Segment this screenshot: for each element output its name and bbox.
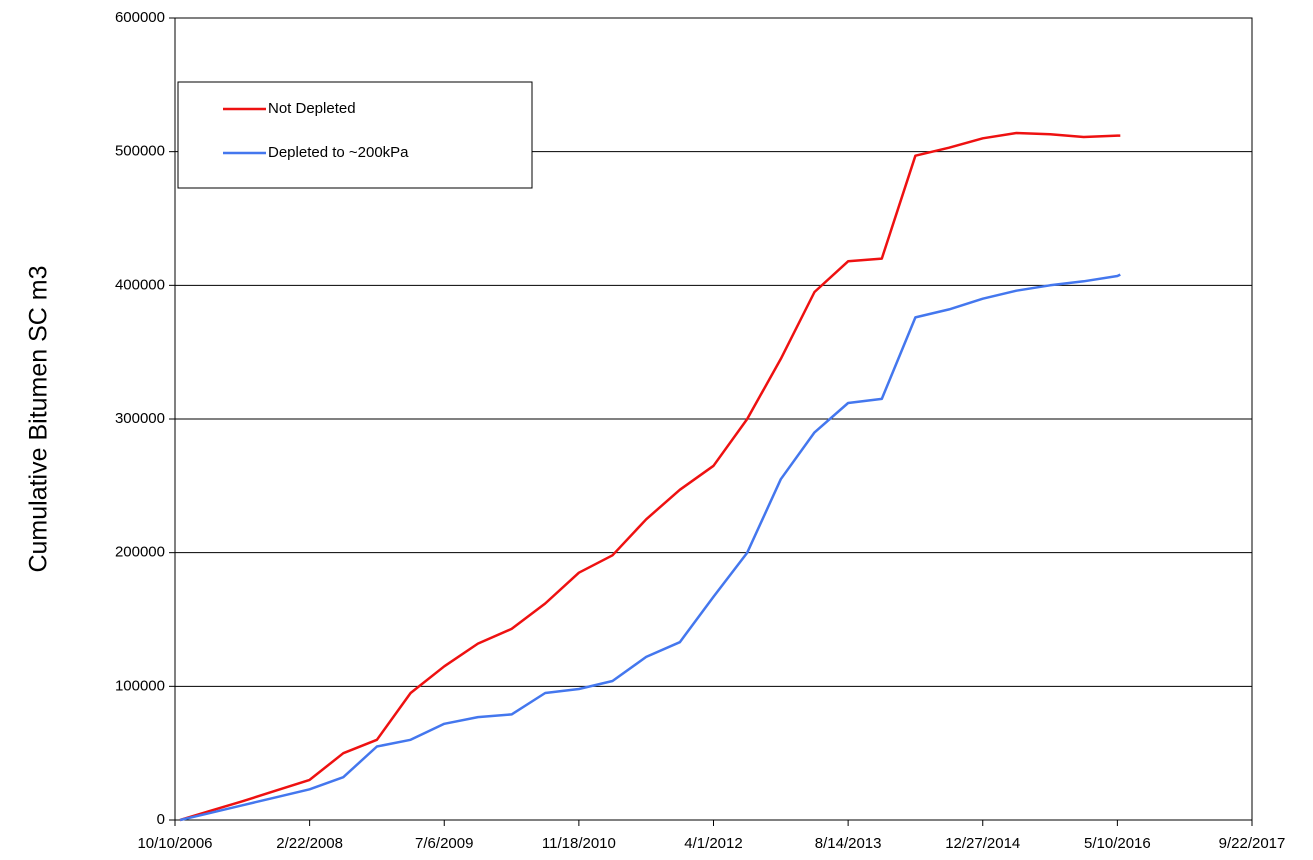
x-tick-label: 9/22/2017 bbox=[1219, 835, 1286, 852]
x-tick-label: 11/18/2010 bbox=[542, 835, 616, 852]
legend-label: Depleted to ~200kPa bbox=[268, 144, 409, 161]
y-tick-label: 500000 bbox=[115, 143, 165, 160]
x-tick-label: 12/27/2014 bbox=[945, 835, 1020, 852]
y-tick-label: 200000 bbox=[115, 544, 165, 561]
y-axis-title: Cumulative Bitumen SC m3 bbox=[25, 265, 53, 572]
x-tick-label: 5/10/2016 bbox=[1084, 835, 1151, 852]
legend: Not Depleted Depleted to ~200kPa bbox=[177, 81, 533, 189]
y-tick-label: 0 bbox=[157, 811, 165, 828]
legend-box bbox=[177, 81, 533, 189]
x-tick-label: 7/6/2009 bbox=[415, 835, 473, 852]
series-line bbox=[179, 131, 1121, 822]
x-tick-label: 2/22/2008 bbox=[276, 835, 343, 852]
series-line bbox=[179, 273, 1121, 822]
y-tick-label: 400000 bbox=[115, 276, 165, 293]
x-tick-label: 10/10/2006 bbox=[137, 835, 212, 852]
x-tick-label: 4/1/2012 bbox=[684, 835, 742, 852]
legend-label: Not Depleted bbox=[268, 100, 356, 117]
plot-frame bbox=[174, 17, 1253, 821]
y-tick-label: 600000 bbox=[115, 9, 165, 26]
y-tick-label: 300000 bbox=[115, 410, 165, 427]
x-tick-label: 8/14/2013 bbox=[815, 835, 882, 852]
y-tick-label: 100000 bbox=[115, 677, 165, 694]
